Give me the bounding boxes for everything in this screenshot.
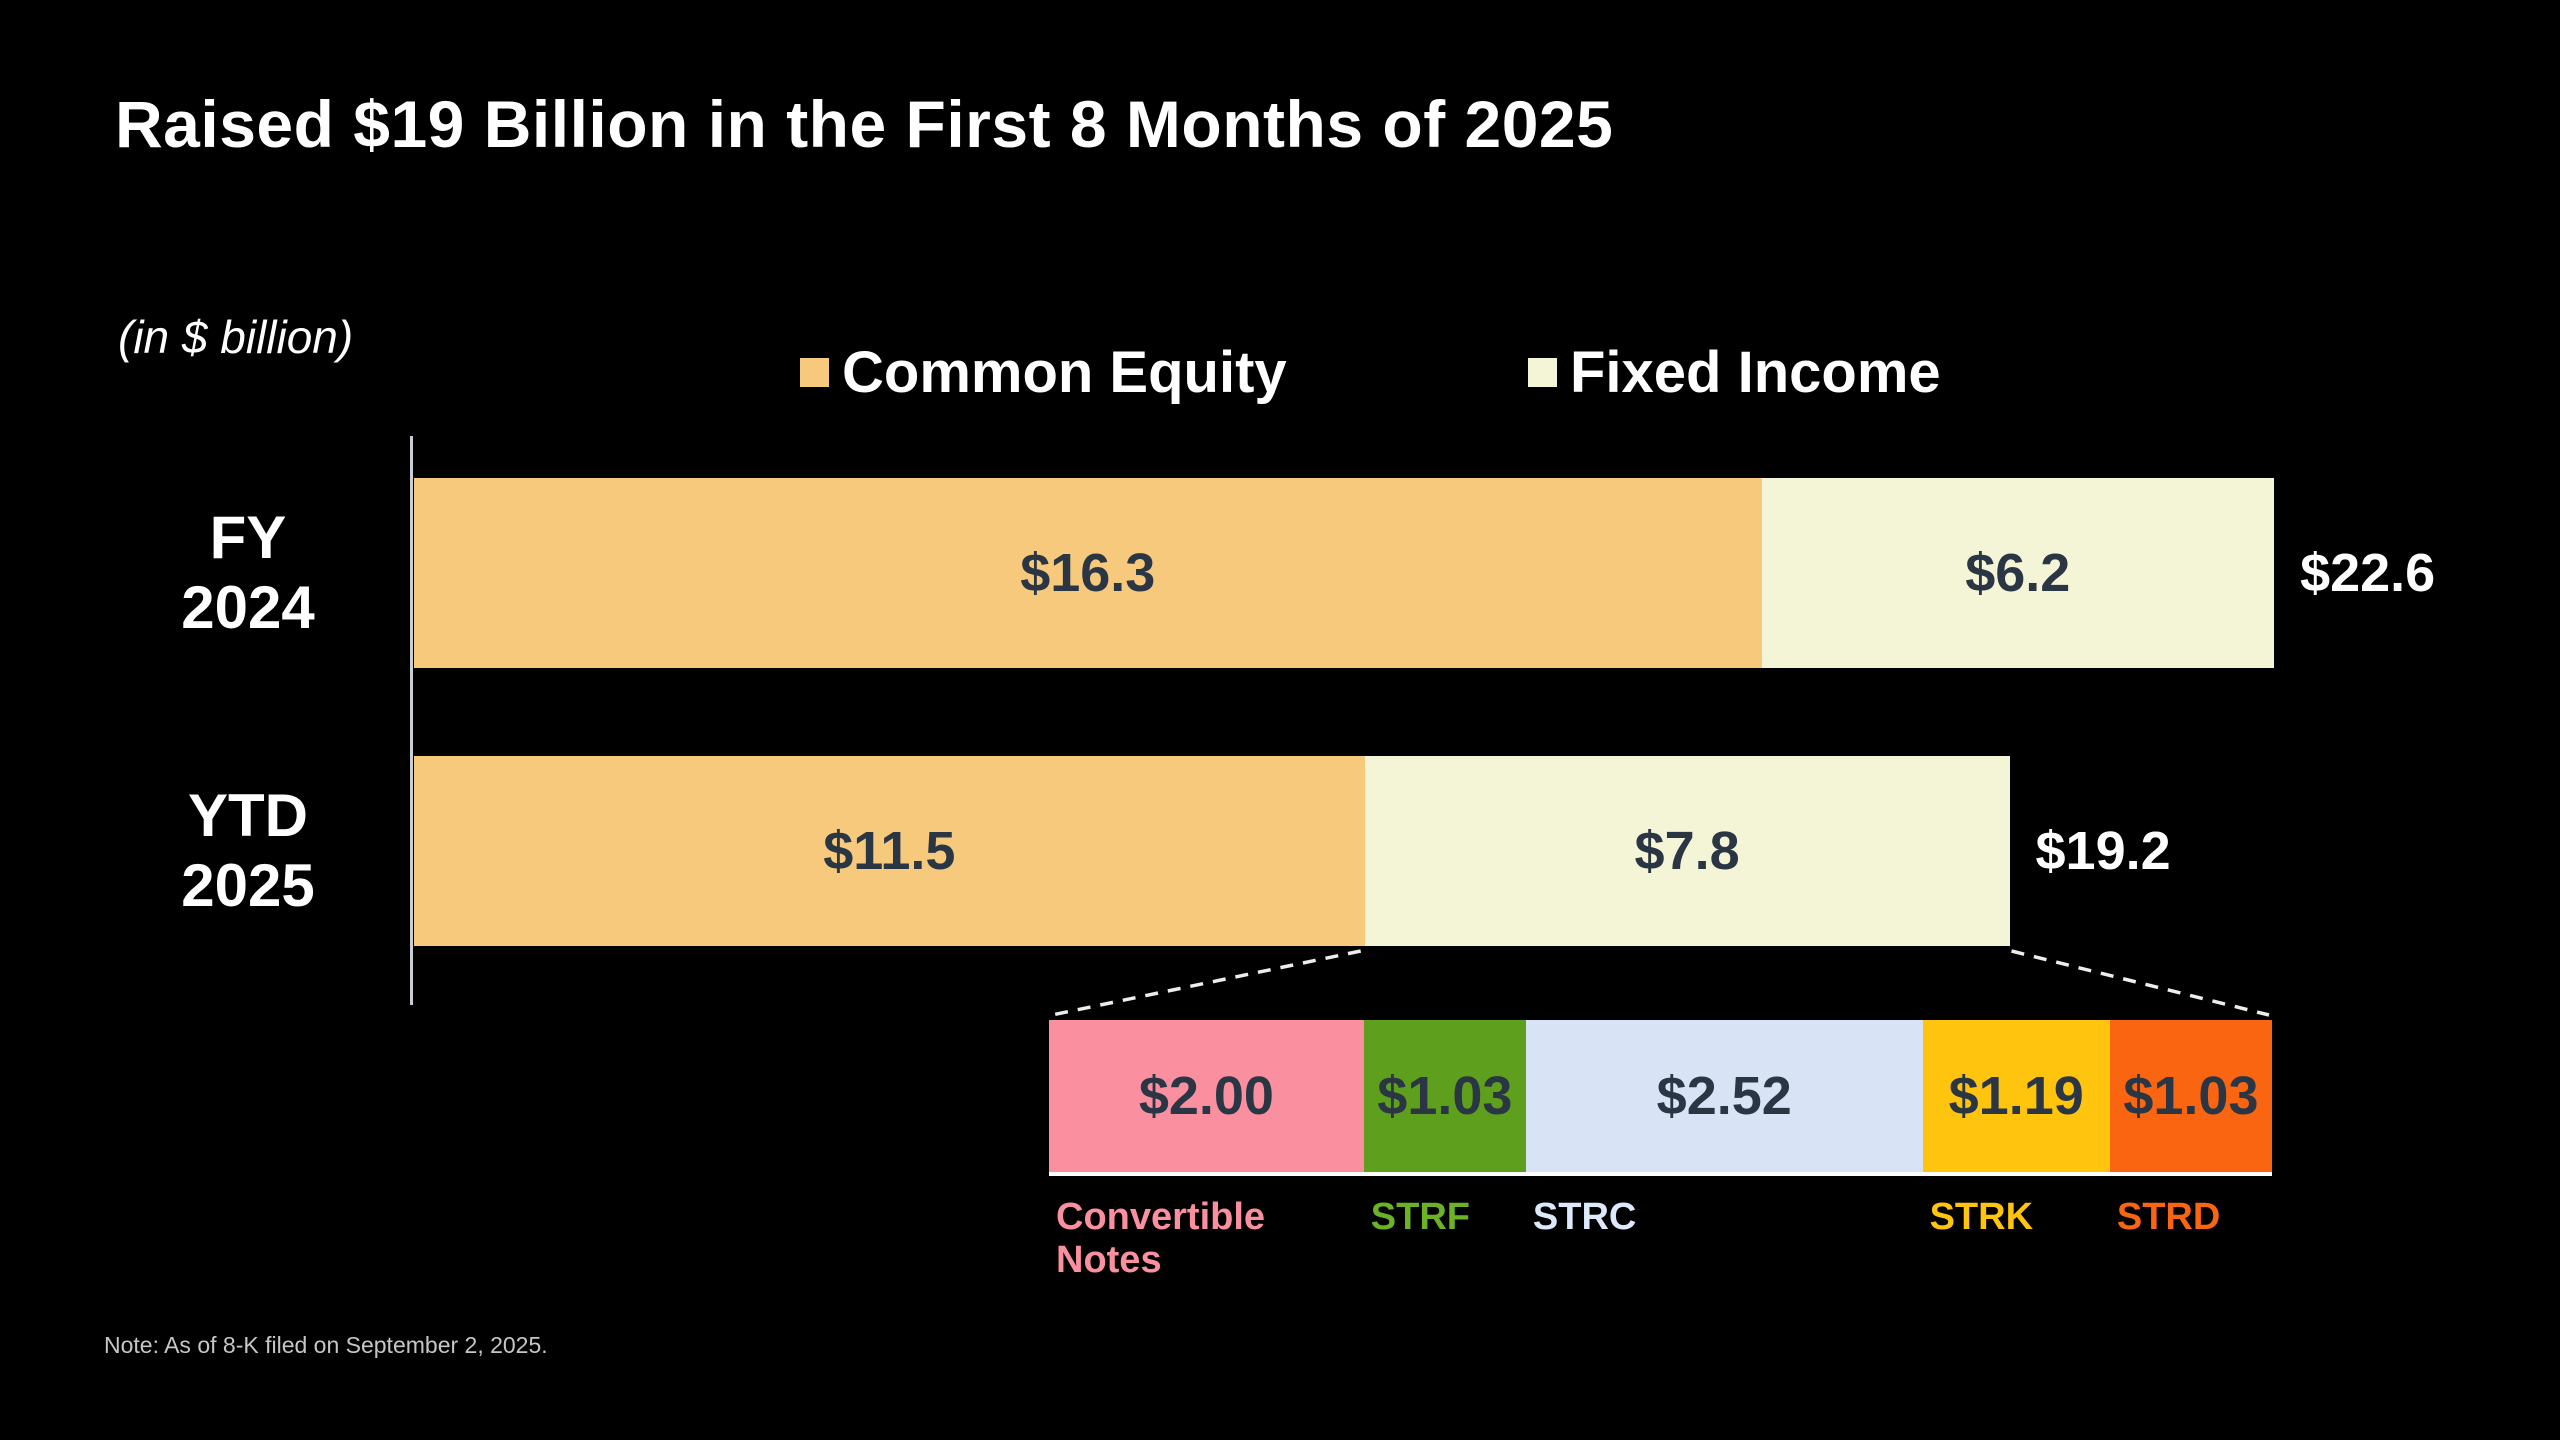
legend-label-common-equity: Common Equity xyxy=(842,339,1287,405)
category-label: FY 2024 xyxy=(181,503,315,641)
breakdown-segment-strf: $1.03 xyxy=(1363,1020,1526,1172)
breakdown-segment-convertible-notes: $2.00 xyxy=(1049,1020,1364,1172)
breakdown-value-label: $1.03 xyxy=(2123,1066,2259,1126)
bar-total-label: $22.6 xyxy=(2300,543,2436,603)
breakdown-value-label: $2.52 xyxy=(1656,1066,1792,1126)
bar-segment-fixed-income: $7.8 xyxy=(1364,756,2010,946)
connector-line-left xyxy=(1051,949,1362,1017)
category-label: YTD 2025 xyxy=(181,781,315,919)
breakdown-segment-strc: $2.52 xyxy=(1525,1020,1923,1172)
slide-title: Raised $19 Billion in the First 8 Months… xyxy=(115,87,1614,161)
category-axis-line xyxy=(410,436,413,1005)
bar-segment-common-equity: $16.3 xyxy=(414,478,1762,668)
legend-swatch-common-equity xyxy=(800,357,829,387)
breakdown-baseline xyxy=(1049,1172,2272,1176)
bar-value-label: $11.5 xyxy=(823,821,956,881)
legend-swatch-fixed-income xyxy=(1528,357,1557,387)
breakdown-ticker-label: STRC xyxy=(1532,1196,1637,1238)
bar-value-label: $16.3 xyxy=(1020,543,1156,603)
bar-segment-common-equity: $11.5 xyxy=(414,756,1365,946)
breakdown-ticker-label: STRK xyxy=(1929,1196,2034,1238)
bar-segment-fixed-income: $6.2 xyxy=(1761,478,2275,668)
breakdown-value-label: $2.00 xyxy=(1138,1066,1274,1126)
breakdown-value-label: $1.19 xyxy=(1948,1066,2084,1126)
breakdown-segment-strd: $1.03 xyxy=(2109,1020,2272,1172)
connector-line-right xyxy=(2011,949,2270,1017)
units-label: (in $ billion) xyxy=(118,311,354,363)
footnote: Note: As of 8-K filed on September 2, 20… xyxy=(104,1332,548,1358)
bar-value-label: $7.8 xyxy=(1634,821,1740,881)
legend-item-common-equity: Common Equity xyxy=(800,339,1287,405)
legend-label-fixed-income: Fixed Income xyxy=(1570,339,1941,405)
bar-total-label: $19.2 xyxy=(2035,821,2171,881)
breakdown-ticker-label: Convertible Notes xyxy=(1056,1196,1266,1282)
breakdown-ticker-label: STRF xyxy=(1370,1196,1471,1238)
breakdown-value-label: $1.03 xyxy=(1377,1066,1513,1126)
breakdown-segment-strk: $1.19 xyxy=(1922,1020,2110,1172)
legend-item-fixed-income: Fixed Income xyxy=(1528,339,1941,405)
breakdown-ticker-label: STRD xyxy=(2116,1196,2221,1238)
bar-value-label: $6.2 xyxy=(1965,543,2071,603)
